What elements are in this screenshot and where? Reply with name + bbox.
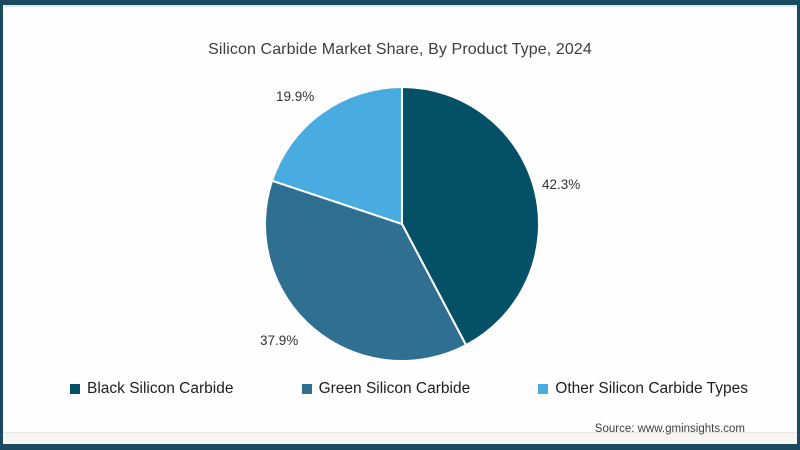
slice-value-label: 42.3% bbox=[542, 177, 581, 192]
legend-swatch-icon bbox=[301, 384, 312, 394]
chart-title: Silicon Carbide Market Share, By Product… bbox=[208, 41, 592, 58]
slice-value-label: 37.9% bbox=[260, 333, 299, 348]
pie-slice-1 bbox=[264, 179, 468, 363]
legend-item-other-silicon-carbide-types: Other Silicon Carbide Types bbox=[538, 380, 748, 398]
legend-item-green-silicon-carbide: Green Silicon Carbide bbox=[301, 380, 471, 398]
legend-label: Black Silicon Carbide bbox=[87, 380, 234, 397]
legend: Black Silicon Carbide Green Silicon Carb… bbox=[70, 380, 748, 398]
legend-swatch-icon bbox=[538, 384, 549, 394]
legend-label: Green Silicon Carbide bbox=[318, 380, 471, 397]
legend-swatch-icon bbox=[70, 384, 80, 394]
pie-slice-0 bbox=[401, 86, 540, 347]
source-attribution: Source: www.gminsights.com bbox=[594, 423, 745, 435]
pie-slice-2 bbox=[271, 86, 403, 225]
footer-strip bbox=[3, 432, 797, 444]
legend-label: Other Silicon Carbide Types bbox=[555, 380, 748, 397]
legend-item-black-silicon-carbide: Black Silicon Carbide bbox=[70, 380, 233, 398]
slice-value-label: 19.9% bbox=[276, 89, 315, 104]
top-accent-line bbox=[3, 5, 797, 7]
